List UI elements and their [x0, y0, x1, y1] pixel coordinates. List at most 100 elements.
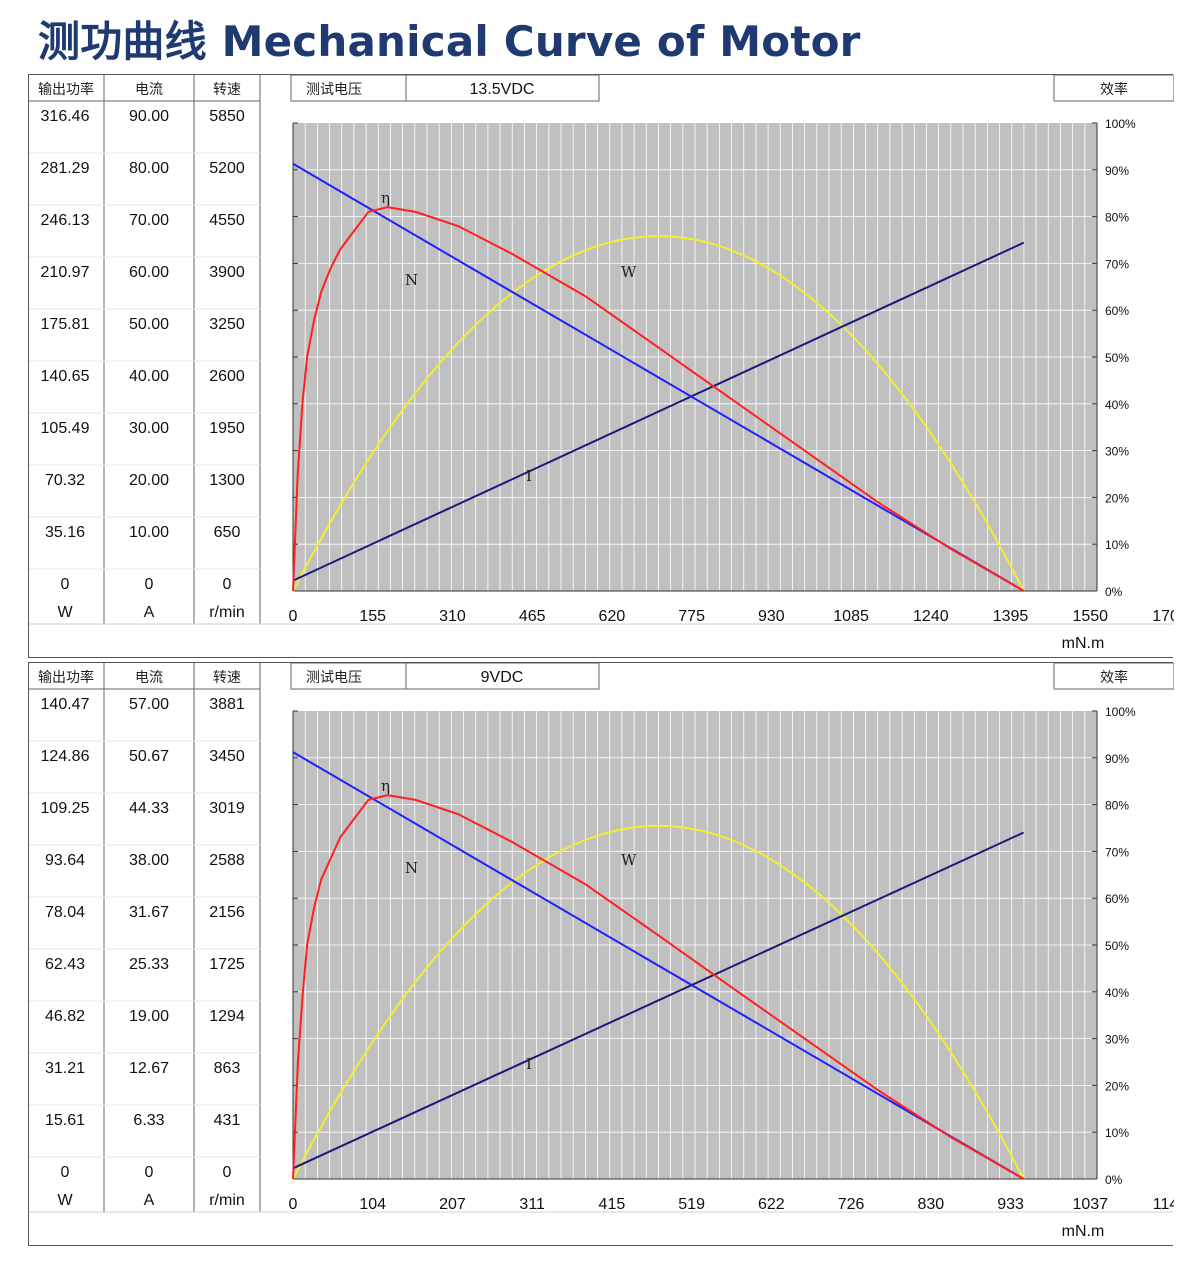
y2-tick-label: 80% [1105, 211, 1129, 225]
x-tick-label: 1395 [993, 608, 1029, 625]
table-cell-speed: 3250 [209, 316, 245, 333]
table-cell-power: 70.32 [45, 472, 85, 489]
current-line-label: I [526, 1055, 532, 1073]
table-cell-current: 40.00 [129, 368, 169, 385]
y2-tick-label: 10% [1105, 1126, 1129, 1140]
y2-tick-label: 90% [1105, 164, 1129, 178]
table-unit: A [144, 604, 155, 621]
x-tick-label: 930 [758, 608, 785, 625]
x-tick-label: 104 [359, 1196, 386, 1213]
x-tick-label: 1550 [1072, 608, 1108, 625]
table-cell-speed: 1294 [209, 1008, 245, 1025]
table-cell-power: 175.81 [41, 316, 90, 333]
efficiency-header: 效率 [1100, 81, 1128, 98]
y2-tick-label: 40% [1105, 986, 1129, 1000]
efficiency-curve [292, 206, 1025, 592]
table-cell-power: 31.21 [45, 1060, 85, 1077]
x-tick-label: 310 [439, 608, 466, 625]
y2-tick-label: 30% [1105, 1033, 1129, 1047]
header-speed: 转速 [213, 82, 241, 98]
table-cell-speed: 863 [214, 1060, 241, 1077]
y2-tick-label: 20% [1105, 1079, 1129, 1093]
table-unit: A [144, 1192, 155, 1209]
current-line-label: I [526, 467, 532, 485]
table-cell-speed: 5200 [209, 160, 245, 177]
table-cell-current: 50.00 [129, 316, 169, 333]
table-cell-speed: 3450 [209, 748, 245, 765]
y2-tick-label: 30% [1105, 445, 1129, 459]
table-cell-speed: 1950 [209, 420, 245, 437]
table-cell-power: 15.61 [45, 1112, 85, 1129]
y2-tick-label: 90% [1105, 752, 1129, 766]
page-title: 测功曲线 Mechanical Curve of Motor [38, 17, 861, 66]
table-cell-current: 50.67 [129, 748, 169, 765]
table-cell-current: 25.33 [129, 956, 169, 973]
table-cell-power: 124.86 [41, 748, 90, 765]
efficiency-header: 效率 [1100, 669, 1128, 686]
chart-svg-1: 输出功率 电流 转速 测试电压 13.5VDC 效率 316.46 281.29 246.13 2… [29, 75, 1174, 652]
table-cell-current: 10.00 [129, 524, 169, 541]
table-cell-current: 70.00 [129, 212, 169, 229]
x-tick-label: 622 [758, 1196, 785, 1213]
table-unit: r/min [209, 604, 245, 621]
table-cell-current: 90.00 [129, 108, 169, 125]
table-cell-power: 93.64 [45, 852, 85, 869]
power-curve-label: W [621, 263, 637, 281]
table-cell-speed: 2600 [209, 368, 245, 385]
x-tick-label: 207 [439, 1196, 466, 1213]
chart-panel-2: 输出功率 电流 转速 测试电压 9VDC 效率 140.47 124.86 109.25 93.6… [28, 662, 1174, 1246]
x-tick-label: 0 [289, 1196, 298, 1213]
efficiency-curve-label: η [381, 189, 390, 207]
efficiency-curve [292, 794, 1025, 1180]
voltage-value: 9VDC [481, 669, 524, 686]
table-cell-current: 30.00 [129, 420, 169, 437]
x-tick-label: 775 [678, 608, 705, 625]
table-cell-current: 0 [145, 1164, 154, 1181]
power-curve-label: W [621, 851, 637, 869]
current-line [292, 241, 1025, 582]
table-cell-speed: 3881 [209, 696, 245, 713]
table-cell-power: 109.25 [41, 800, 90, 817]
x-tick-label: 519 [678, 1196, 705, 1213]
speed-line [292, 751, 1025, 1180]
y2-tick-label: 0% [1105, 585, 1123, 599]
header-current: 电流 [135, 670, 163, 686]
table-cell-power: 35.16 [45, 524, 85, 541]
speed-line [292, 162, 1025, 592]
table-cell-power: 105.49 [41, 420, 90, 437]
voltage-box [290, 75, 600, 102]
header-power: 输出功率 [38, 669, 94, 686]
table-cell-speed: 2588 [209, 852, 245, 869]
y2-tick-label: 10% [1105, 538, 1129, 552]
table-cell-speed: 1725 [209, 956, 245, 973]
table-cell-speed: 2156 [209, 904, 245, 921]
table-cell-power: 0 [61, 1164, 70, 1181]
table-unit: W [57, 1192, 73, 1209]
table-cell-current: 31.67 [129, 904, 169, 921]
x-tick-label: 311 [519, 1196, 545, 1213]
table-cell-power: 0 [61, 576, 70, 593]
x-tick-label: 726 [838, 1196, 865, 1213]
current-line [292, 831, 1025, 1170]
table-cell-power: 78.04 [45, 904, 85, 921]
x-tick-label: 933 [997, 1196, 1024, 1213]
header-current: 电流 [135, 82, 163, 98]
table-cell-speed: 0 [223, 576, 232, 593]
table-cell-speed: 5850 [209, 108, 245, 125]
table-cell-current: 12.67 [129, 1060, 169, 1077]
x-tick-label: 1705 [1152, 608, 1174, 625]
y2-tick-label: 50% [1105, 351, 1129, 365]
efficiency-curve-label: η [381, 777, 390, 795]
x-tick-label: 620 [599, 608, 626, 625]
voltage-label: 测试电压 [306, 82, 362, 98]
chart-svg-2: 输出功率 电流 转速 测试电压 9VDC 效率 140.47 124.86 109.25 93.6… [29, 663, 1174, 1240]
x-tick-label: 415 [599, 1196, 626, 1213]
y2-tick-label: 20% [1105, 491, 1129, 505]
table-cell-speed: 0 [223, 1164, 232, 1181]
efficiency-header-box [1053, 663, 1174, 690]
y2-tick-label: 100% [1105, 117, 1136, 131]
table-cell-power: 316.46 [41, 108, 90, 125]
x-tick-label: 1085 [833, 608, 869, 625]
speed-line-label: N [405, 271, 418, 289]
x-axis-unit: mN.m [1062, 635, 1105, 652]
